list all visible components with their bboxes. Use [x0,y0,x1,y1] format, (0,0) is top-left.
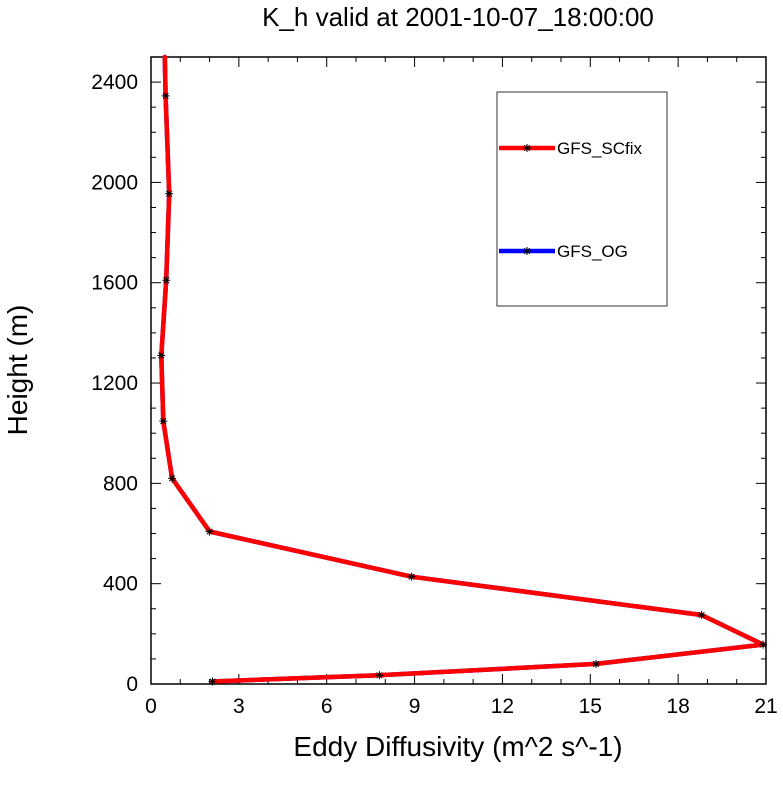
data-point-marker [697,611,706,620]
data-point-marker [157,351,166,360]
x-tick-label: 3 [233,695,245,718]
data-point-marker [165,189,174,198]
x-tick-label: 6 [321,695,333,718]
x-tick-label: 9 [409,695,421,718]
y-tick-label: 0 [126,673,138,696]
legend-entry: GFS_OG [499,242,628,261]
data-point-marker [168,474,177,483]
chart-title: K_h valid at 2001-10-07_18:00:00 [262,2,654,32]
plot-frame [150,56,767,685]
x-tick-label: 21 [754,695,777,718]
legend: GFS_SCfix GFS_OG [496,91,668,307]
legend-box [496,91,668,307]
legend-marker [523,144,531,152]
tick-labels: 0 3 6 9 12 15 18 21 0 400 800 1200 1600 2000 2400 [91,71,777,718]
series-line-GFS_OG [159,54,766,684]
x-axis-label: Eddy Diffusivity (m^2 s^-1) [293,731,622,762]
legend-entry: GFS_SCfix [499,139,643,158]
legend-label: GFS_SCfix [557,139,643,158]
y-tick-label: 2400 [91,71,138,94]
data-point-marker [407,572,416,581]
series-group [157,54,768,686]
data-point-marker [162,276,171,285]
data-point-marker [592,659,601,668]
y-axis-label: Height (m) [2,305,33,436]
x-tick-label: 18 [666,695,689,718]
data-point-marker [208,677,217,686]
x-tick-label: 0 [145,695,157,718]
series-line-GFS_SCfix [159,54,766,684]
data-point-marker [159,417,168,426]
legend-label: GFS_OG [557,242,628,261]
y-tick-label: 400 [103,573,138,596]
x-tick-label: 15 [579,695,602,718]
data-point-marker [375,671,384,680]
plot-area [150,54,768,686]
y-tick-label: 2000 [91,171,138,194]
axis-ticks [150,56,767,685]
data-point-marker [759,640,768,649]
y-tick-label: 1600 [91,272,138,295]
legend-marker [523,247,531,255]
data-point-marker [205,527,214,536]
y-tick-label: 800 [103,472,138,495]
data-point-marker [161,91,170,100]
y-tick-label: 1200 [91,372,138,395]
x-tick-label: 12 [491,695,514,718]
